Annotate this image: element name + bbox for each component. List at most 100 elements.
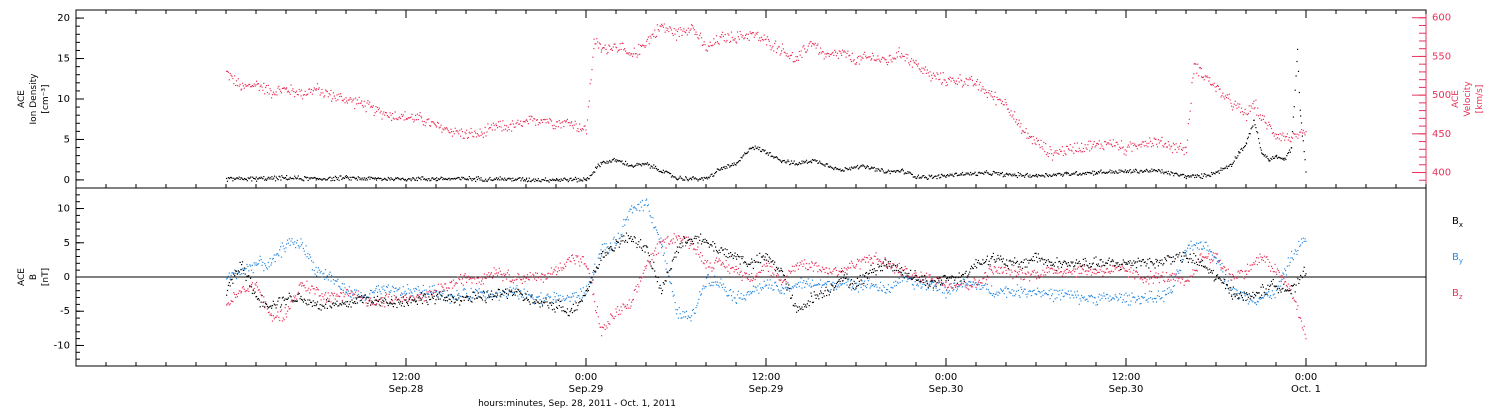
density-point [582,180,584,182]
by-point [374,290,376,292]
bz-point [816,265,818,267]
velocity-point [911,66,913,68]
velocity-point [793,61,795,63]
density-point [1093,174,1095,176]
velocity-point [1018,119,1020,121]
density-point [1112,172,1114,174]
density-point [1161,169,1163,171]
bz-point [475,276,477,278]
bz-point [499,270,501,272]
bz-point [871,262,874,264]
velocity-point [940,83,943,85]
density-point [493,178,496,180]
by-point [856,282,858,284]
velocity-point [391,119,393,121]
bz-point [578,261,580,263]
by-point [495,291,497,293]
density-point [423,178,425,180]
velocity-point [1185,146,1187,148]
density-point [438,178,440,181]
density-point [1266,155,1268,157]
bz-point [882,261,884,263]
velocity-point [626,52,628,54]
density-point [282,176,284,178]
by-point [857,291,859,293]
velocity-point [686,34,688,36]
by-point [231,272,233,274]
bz-point [874,255,876,258]
by-point [532,297,534,299]
by-point [827,281,829,283]
velocity-point [1211,83,1213,85]
bz-point [853,266,855,268]
velocity-point [1197,63,1199,65]
density-point [652,167,654,169]
bz-point [836,275,838,277]
by-point [1247,303,1249,305]
velocity-point [301,98,304,100]
by-point [402,286,404,288]
bz-point [826,272,829,274]
velocity-point [973,83,975,86]
density-point [349,176,351,178]
by-point [604,249,606,251]
density-point [1224,167,1226,169]
density-point [272,178,274,180]
density-point [335,177,337,179]
velocity-point [521,125,523,127]
by-point [1073,297,1075,299]
bz-point [725,259,727,262]
density-point [605,162,607,164]
bz-point [408,297,410,300]
bz-point [1192,269,1194,271]
velocity-point [622,42,624,44]
density-point [1149,169,1151,172]
density-point [616,161,618,163]
density-point [737,161,739,163]
velocity-point [730,31,733,33]
bz-point [679,237,681,239]
by-point [916,284,918,286]
by-point [1101,297,1103,299]
velocity-point [619,43,621,45]
density-point [451,178,453,180]
by-point [572,295,574,297]
by-point [1015,290,1018,292]
bz-point [970,286,973,288]
bz-point [1078,272,1080,275]
by-point [566,295,568,297]
bz-point [311,285,313,287]
by-point [462,289,464,291]
density-point [615,159,617,161]
density-point [985,171,987,174]
bz-point [398,298,400,300]
velocity-point [1003,104,1005,106]
bz-point [788,270,790,272]
density-point [895,171,897,173]
velocity-point [446,128,448,130]
by-point [1119,293,1121,295]
density-point [277,179,279,181]
density-point [1113,171,1115,173]
by-point [292,242,294,244]
density-point [752,147,754,149]
by-point [720,278,722,280]
bz-point [646,260,649,262]
by-point [305,245,307,247]
bz-point [281,320,283,322]
density-point [716,168,718,170]
density-point [602,160,604,162]
by-point [546,294,548,296]
bz-point [1023,278,1025,280]
velocity-point [235,80,238,82]
density-point [1062,175,1064,177]
velocity-point [903,55,905,58]
density-point [246,180,248,182]
bz-point [1117,265,1119,267]
velocity-point [968,79,970,81]
density-point [925,176,927,178]
velocity-point [902,55,904,58]
density-point [628,165,630,167]
bz-point [1126,270,1129,272]
bz-point [1201,256,1204,258]
